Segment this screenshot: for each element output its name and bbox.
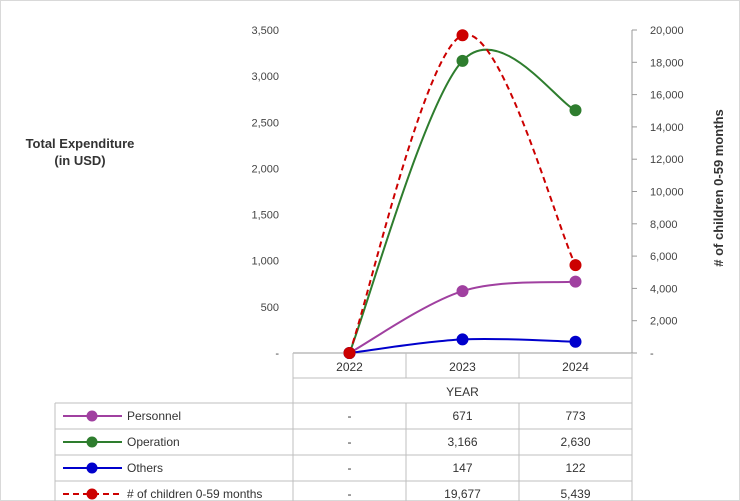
legend-marker-personnel <box>86 410 98 422</box>
data-point-of-children-0-59-months <box>456 29 469 42</box>
y-tick-label: 500 <box>261 302 279 314</box>
y2-tick-label: 16,000 <box>650 90 684 102</box>
data-point-operation <box>569 104 582 117</box>
data-label: 671 <box>452 409 472 423</box>
data-label: 5,439 <box>560 487 590 501</box>
data-label: - <box>348 409 352 423</box>
legend-label: Personnel <box>127 409 181 423</box>
data-point-others <box>456 333 469 346</box>
series-lines <box>343 29 582 359</box>
data-point-others <box>569 335 582 348</box>
data-label: 2,630 <box>560 435 590 449</box>
data-table: 2022 2023 2024 YEAR Personnel - 671 773 Operatio… <box>54 353 633 501</box>
y2-tick-label: 20,000 <box>650 25 684 37</box>
data-label: 3,166 <box>447 435 477 449</box>
data-label: 122 <box>565 461 585 475</box>
y-axis-title: Total Expenditure (in USD) <box>26 136 135 168</box>
data-label: - <box>348 487 352 501</box>
data-point-operation <box>456 54 469 67</box>
y-axis-ticks: - 500 1,000 1,500 2,000 2,500 3,000 3,500 <box>251 25 279 360</box>
data-label: 19,677 <box>444 487 481 501</box>
y-tick-label: 1,500 <box>251 210 279 222</box>
legend-label: # of children 0-59 months <box>127 487 262 501</box>
x-axis-title: YEAR <box>446 385 479 399</box>
y2-tick-label: 8,000 <box>650 219 678 231</box>
series-line-operation <box>348 48 576 354</box>
data-label: 147 <box>452 461 472 475</box>
data-point-of-children-0-59-months <box>343 347 356 359</box>
x-tick-label: 2022 <box>336 360 363 374</box>
data-label: - <box>348 461 352 475</box>
legend-marker-of-children-0-59-months <box>86 488 98 500</box>
legend-label: Operation <box>127 435 180 449</box>
y2-tick-label: 14,000 <box>650 122 684 134</box>
y2-tick-label: 6,000 <box>650 251 678 263</box>
y-tick-label: 2,000 <box>251 163 279 175</box>
y2-tick-label: 18,000 <box>650 57 684 69</box>
y-tick-label: 3,000 <box>251 71 279 83</box>
y2-axis-ticks: - 2,000 4,000 6,000 8,000 10,000 12,000 14,000 1… <box>632 25 684 360</box>
y-tick-label: 1,000 <box>251 256 279 268</box>
y-axis-title-line: (in USD) <box>54 153 105 168</box>
y2-tick-label: 12,000 <box>650 154 684 166</box>
legend-marker-others <box>86 462 98 474</box>
x-tick-label: 2023 <box>449 360 476 374</box>
data-point-of-children-0-59-months <box>569 259 582 272</box>
y2-tick-label: - <box>650 348 654 360</box>
y-axis-title-line: Total Expenditure <box>26 136 135 151</box>
data-point-personnel <box>569 275 582 288</box>
x-tick-label: 2024 <box>562 360 589 374</box>
y2-tick-label: 2,000 <box>650 316 678 328</box>
y-tick-label: - <box>275 348 279 360</box>
y2-axis-title: # of children 0-59 months <box>711 109 726 266</box>
y2-tick-label: 4,000 <box>650 283 678 295</box>
data-point-personnel <box>456 285 469 298</box>
legend-label: Others <box>127 461 163 475</box>
data-label: 773 <box>565 409 585 423</box>
y-tick-label: 3,500 <box>251 25 279 37</box>
data-label: - <box>348 435 352 449</box>
legend-marker-operation <box>86 436 98 448</box>
y-tick-label: 2,500 <box>251 117 279 129</box>
y2-tick-label: 10,000 <box>650 187 684 199</box>
